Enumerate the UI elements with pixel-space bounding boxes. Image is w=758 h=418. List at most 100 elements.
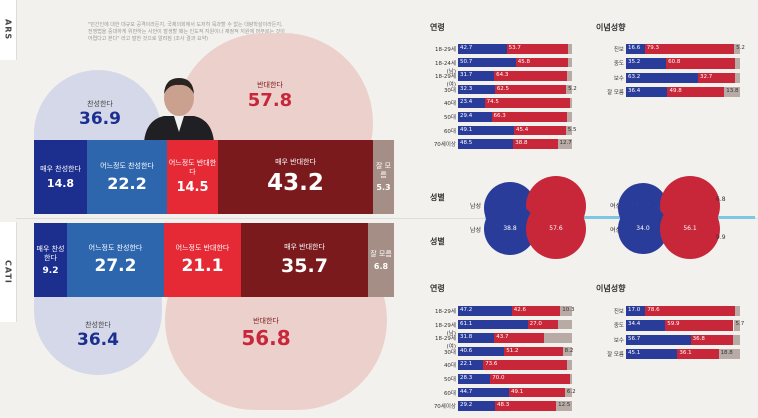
cati-age-bar-value: 49.1 [510, 388, 524, 395]
cati-oppose-total: 56.8 [241, 326, 291, 350]
gender-extra-label-ars: 6.8 [716, 196, 726, 203]
ars-age-bar-segment [458, 112, 492, 122]
ars-age-bar-value: 64.3 [496, 72, 509, 79]
ars-age-bar-value: 12.7 [559, 140, 572, 147]
cati-age-bar-segment [458, 374, 491, 384]
ars-ideology-row-label: 잘 모름 [607, 89, 624, 96]
ars-age-bar-value: 5.5 [567, 126, 577, 133]
cati-female-support-bubble: 34.0 [618, 204, 668, 254]
cati-age-bar-value: 29.2 [460, 402, 473, 409]
cati-ideology-bar-segment [645, 306, 735, 317]
cati-ideology-row-label: 잘 모름 [607, 351, 624, 358]
cati-strong-oppose: 매우 반대한다 35.7 [241, 223, 368, 297]
gender-extra-label-cati: 9.9 [716, 234, 726, 241]
cati-ideology-bar-segment [718, 348, 740, 360]
cati-ideology-bar-segment [626, 320, 666, 331]
ars-ideology-bar-segment [626, 86, 668, 98]
ars-age-bar-value: 38.8 [515, 140, 528, 147]
cati-age-row-label: 70세이상 [433, 404, 456, 411]
cati-tab[interactable]: CATI [0, 222, 17, 322]
cati-age-bar-segment [562, 346, 572, 357]
ars-age-bar-segment [557, 139, 572, 149]
ars-age-row-label: 40대 [443, 101, 456, 108]
person-photo [144, 78, 214, 142]
cati-age-bar-segment [483, 360, 568, 370]
ars-age-row-label: 18-29세 [434, 47, 456, 53]
cati-age-bar-value: 44.7 [460, 388, 473, 395]
cati-age-title: 연령 [430, 284, 445, 293]
cati-age-bar-segment [556, 401, 572, 411]
ars-ideology-row-label: 보수 [613, 75, 624, 82]
ars-age-bar-segment [515, 57, 568, 68]
cati-age-row-label: 18-29세(여) [434, 336, 456, 351]
ars-ideology-bar-segment [735, 72, 740, 83]
gender-male-label-ars: 남성 [470, 203, 482, 210]
cati-ideology-bar-segment [626, 306, 646, 317]
cati-ideology-bar-segment [677, 348, 719, 360]
cati-ideology-bar-value: 34.4 [628, 321, 641, 328]
ars-ideology-bar-segment [626, 72, 699, 83]
cati-ideology-bar-segment [733, 320, 740, 331]
ars-age-bar-segment [566, 84, 572, 95]
ars-age-bar-value: 49.1 [460, 126, 473, 133]
cati-age-bar-value: 47.2 [460, 307, 473, 313]
ars-tab[interactable]: ARS [0, 0, 17, 60]
gender-male-label-cati: 남성 [470, 227, 482, 234]
ars-ideology-bar-value: 5.2 [736, 45, 745, 51]
cati-age-bar-value: 12.5 [558, 402, 571, 409]
cati-age-bar-segment [458, 387, 509, 398]
cati-ideology-bar-value: 36.1 [679, 349, 692, 356]
cati-age-bar-value: 73.6 [485, 361, 498, 368]
ars-age-bar-value: 53.7 [508, 45, 521, 51]
ars-age-bar-segment [494, 84, 567, 95]
cati-age-bar-segment [458, 319, 528, 330]
ars-age-bar-value: 31.7 [460, 72, 473, 79]
cati-some-support: 어느정도 찬성한다 27.2 [67, 223, 164, 297]
cati-age-bar-segment [511, 306, 561, 316]
cati-age-bar-segment [490, 374, 571, 384]
ars-age-bar-segment [567, 44, 572, 54]
ars-ideology-bar-segment [724, 86, 740, 98]
ars-ideology-bar-segment [734, 44, 740, 55]
ars-age-bar-segment [513, 125, 566, 136]
cati-ideology-bar-value: 78.6 [647, 307, 660, 313]
cati-unknown: 잘 모름 6.8 [368, 223, 394, 297]
cati-age-bar-segment [564, 387, 572, 398]
cati-age-bar-value: 42.6 [513, 307, 526, 313]
cati-support-total: 36.4 [77, 330, 119, 350]
ars-age-row-label: 50대 [443, 115, 456, 121]
cati-ideology-bar-segment [732, 334, 740, 345]
ars-age-bar-value: 45.8 [517, 58, 531, 65]
cati-female-oppose-bubble: 56.1 [660, 199, 720, 259]
cati-male-oppose-bubble: 57.6 [525, 198, 587, 260]
ars-age-row-label: 60대 [443, 128, 456, 135]
ars-ideology-row-label: 중도 [613, 61, 624, 68]
cati-ideology-bar-value: 17.0 [628, 307, 641, 313]
cati-age-bar-value: 43.7 [496, 334, 509, 341]
ars-age-bar-segment [458, 71, 495, 81]
ars-ideology-bar-segment [626, 44, 645, 55]
cati-support-total-label: 찬성한다 [85, 321, 111, 329]
ars-age-bar-segment [458, 44, 507, 54]
ars-ideology-bar-value: 49.8 [669, 87, 682, 94]
ars-some-support: 어느정도 찬성한다 22.2 [87, 140, 167, 214]
ars-age-bar-segment [458, 84, 495, 95]
cati-age-row-label: 18-29세(남) [434, 322, 456, 337]
cati-ideology-bar-value: 59.9 [667, 321, 680, 328]
ars-age-bar-segment [494, 71, 568, 81]
ars-age-bar-value: 62.5 [496, 85, 510, 92]
ars-ideology-bar-segment [644, 44, 735, 55]
center-divider [16, 218, 758, 219]
ars-ideology-bar-segment [667, 86, 725, 98]
ars-ideology-bar-value: 32.7 [700, 73, 713, 80]
cati-ideology-bar-value: 36.8 [692, 335, 705, 342]
ars-ideology-bar-segment [735, 58, 740, 69]
cati-age-bar-segment [567, 360, 572, 370]
ars-age-bar-segment [567, 71, 572, 81]
cati-age-row-label: 30대 [443, 349, 456, 356]
cati-ideology-bar-value: 18.8 [720, 349, 733, 356]
ars-age-bar-value: 29.4 [460, 113, 473, 119]
ars-age-bar-value: 42.7 [460, 45, 473, 51]
gender-female-label-ars: 여성 [610, 203, 622, 210]
gender-female-label-cati: 여성 [610, 227, 622, 234]
